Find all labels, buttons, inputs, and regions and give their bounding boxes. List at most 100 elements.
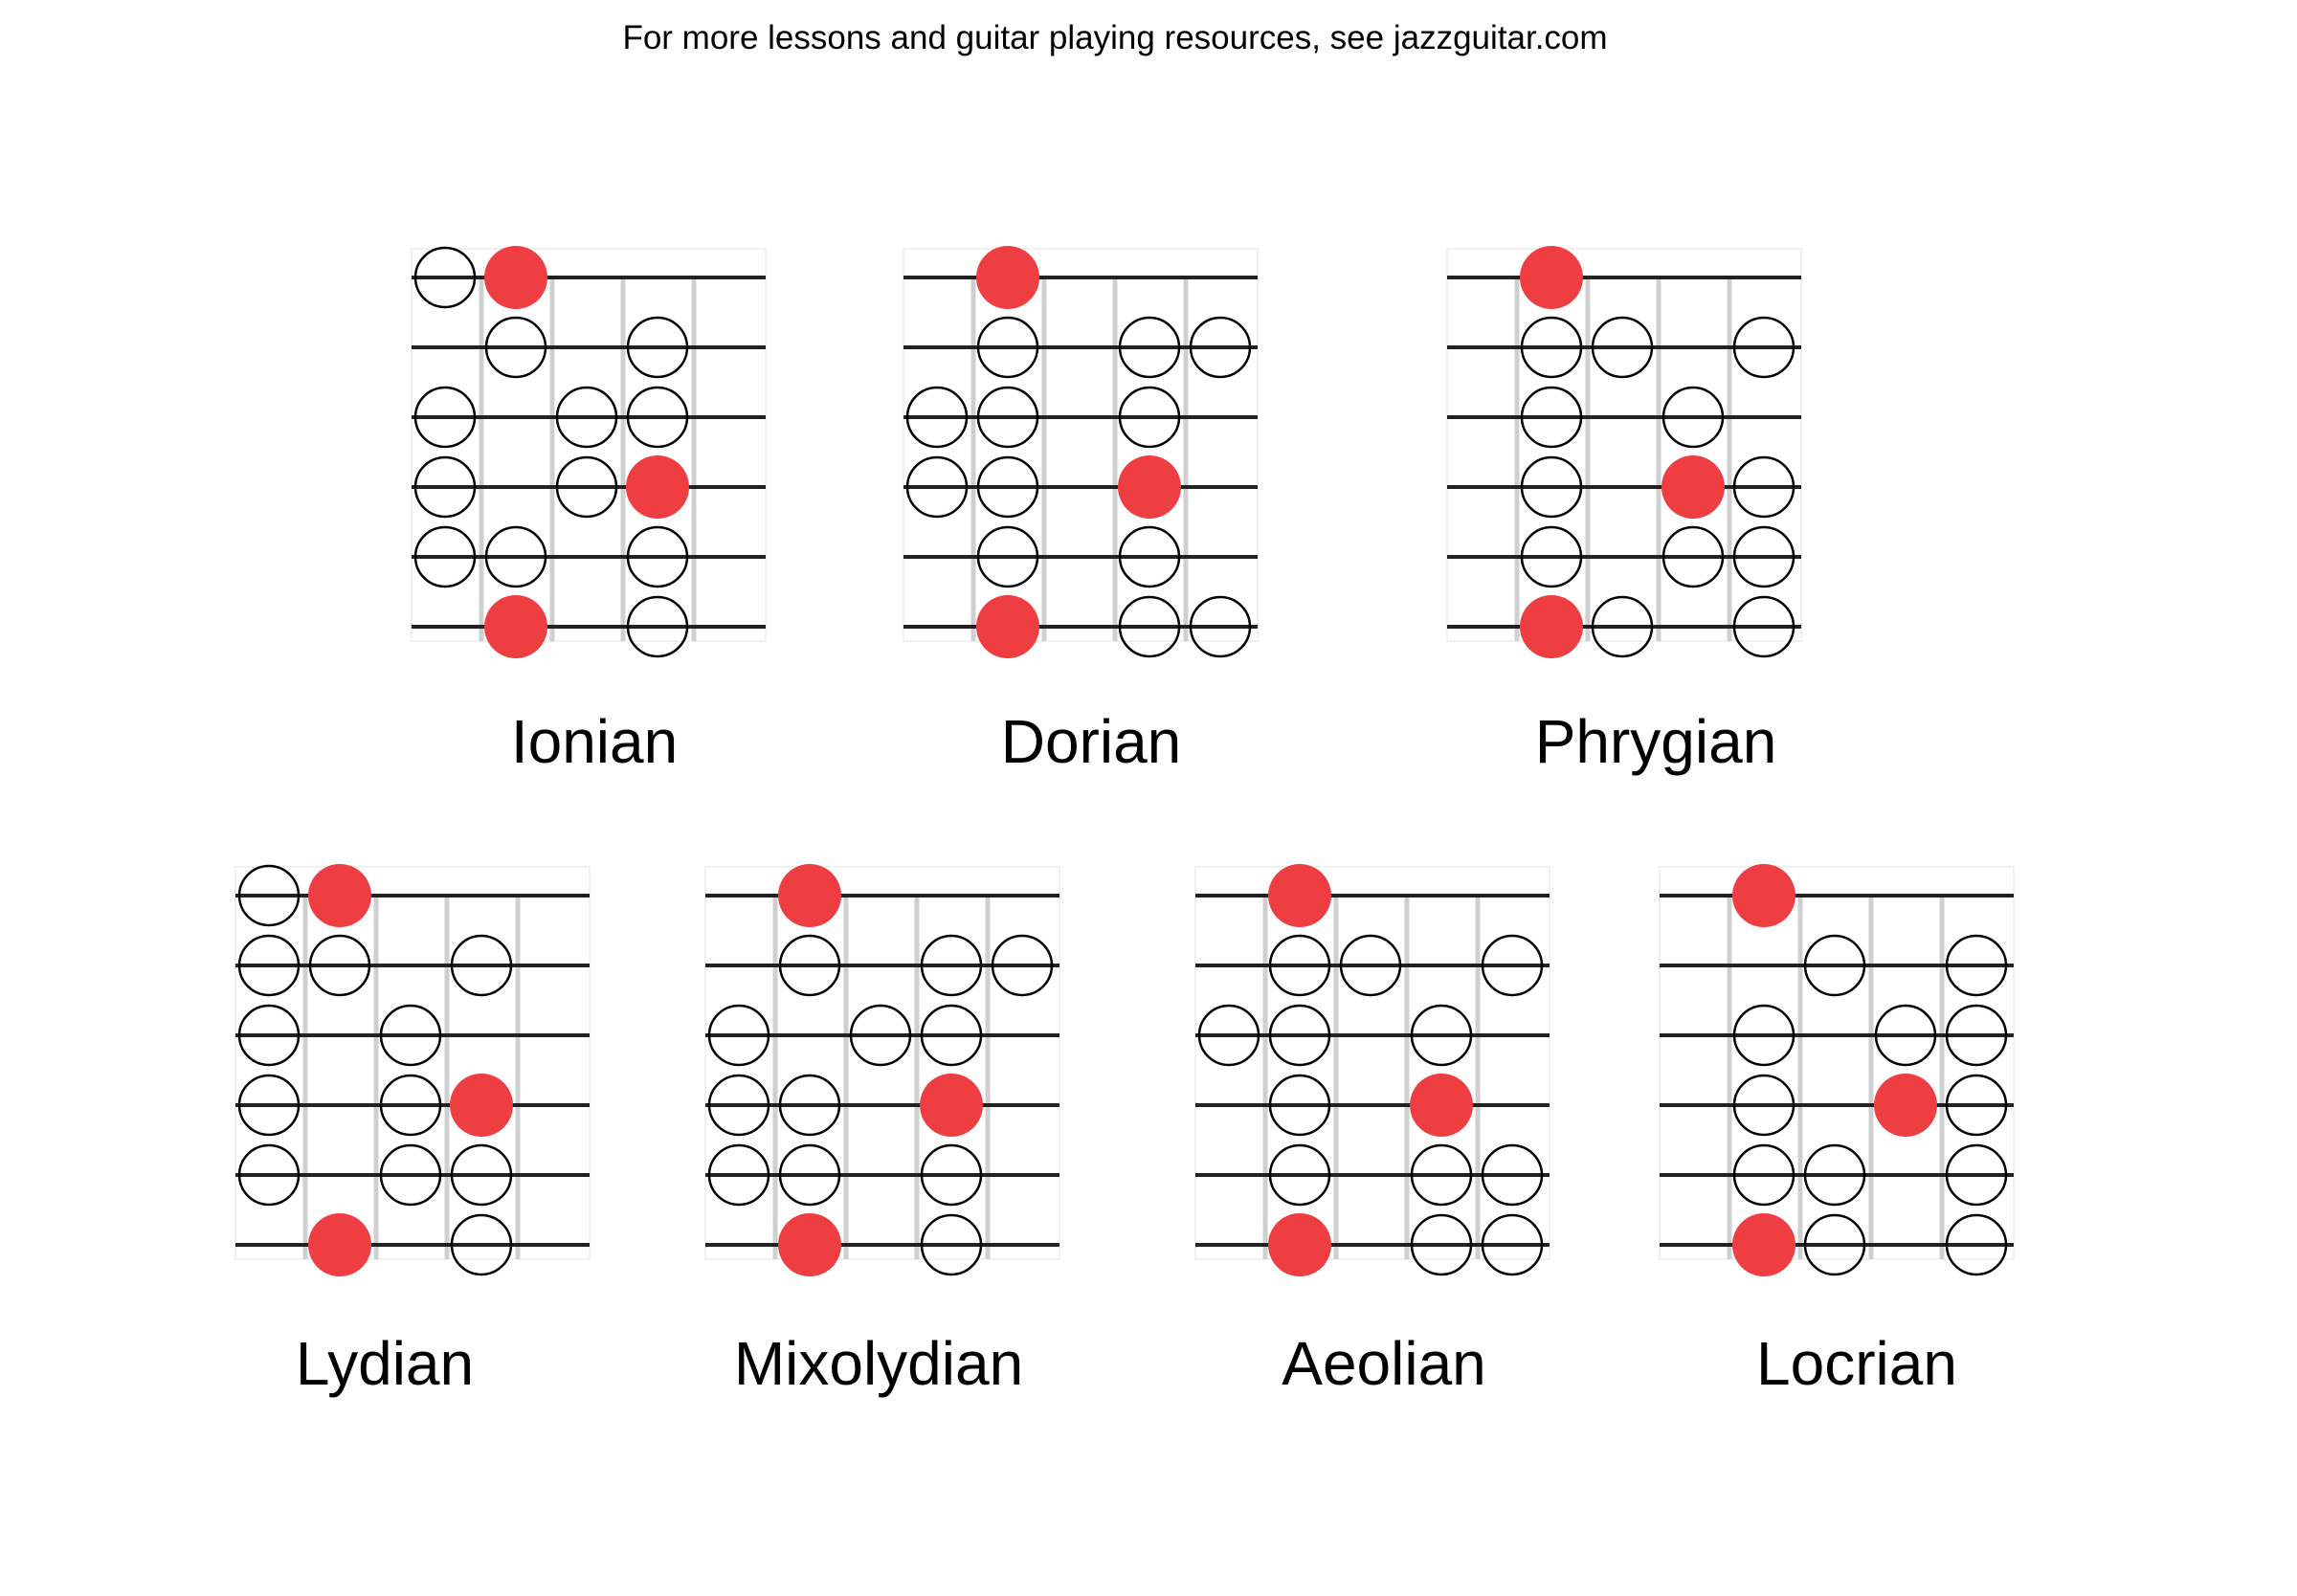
scale-note-marker	[1410, 1143, 1473, 1207]
root-note-marker	[308, 1213, 371, 1276]
scale-note-marker	[1945, 1074, 2008, 1137]
scale-note-marker	[1189, 316, 1252, 379]
fretboard-border	[704, 866, 1060, 1260]
scale-note-marker	[1118, 525, 1181, 588]
scale-note-marker	[1803, 934, 1866, 997]
scale-note-marker	[905, 455, 969, 519]
scale-note-marker	[1118, 386, 1181, 449]
scale-note-marker	[1661, 525, 1725, 588]
mode-label-aeolian: Aeolian	[1282, 1329, 1486, 1398]
scale-note-marker	[778, 1143, 841, 1207]
scale-note-marker	[778, 934, 841, 997]
scale-note-marker	[707, 1143, 770, 1207]
scale-note-marker	[379, 1143, 442, 1207]
scale-note-marker	[1268, 1074, 1331, 1137]
scale-note-marker	[237, 1143, 301, 1207]
scale-note-marker	[1732, 455, 1795, 519]
root-note-marker	[626, 455, 689, 519]
scale-note-marker	[413, 386, 477, 449]
root-note-marker	[1661, 455, 1725, 519]
scale-note-marker	[1732, 595, 1795, 658]
scale-note-marker	[450, 934, 513, 997]
root-note-marker	[1118, 455, 1181, 519]
scale-note-marker	[379, 1074, 442, 1137]
root-note-marker	[976, 595, 1039, 658]
scale-note-marker	[1481, 1213, 1544, 1276]
root-note-marker	[1520, 246, 1583, 309]
fretboard-border	[411, 248, 767, 642]
scale-note-marker	[237, 864, 301, 927]
scale-note-marker	[555, 455, 618, 519]
scale-note-marker	[1410, 1213, 1473, 1276]
scale-note-marker	[237, 1004, 301, 1067]
scale-note-marker	[1803, 1213, 1866, 1276]
scale-note-marker	[626, 386, 689, 449]
root-note-marker	[450, 1074, 513, 1137]
scale-note-marker	[1197, 1004, 1260, 1067]
scale-note-marker	[1189, 595, 1252, 658]
scale-note-marker	[1945, 1143, 2008, 1207]
scale-note-marker	[413, 455, 477, 519]
scale-note-marker	[1732, 316, 1795, 379]
scale-note-marker	[1732, 525, 1795, 588]
scale-note-marker	[1339, 934, 1402, 997]
scale-note-marker	[1945, 1004, 2008, 1067]
root-note-marker	[308, 864, 371, 927]
scale-note-marker	[1732, 1074, 1795, 1137]
scale-note-marker	[484, 316, 547, 379]
root-note-marker	[484, 246, 547, 309]
scale-note-marker	[308, 934, 371, 997]
scale-note-marker	[707, 1004, 770, 1067]
root-note-marker	[484, 595, 547, 658]
scale-note-marker	[1268, 934, 1331, 997]
scale-note-marker	[1520, 455, 1583, 519]
scale-note-marker	[920, 934, 983, 997]
scale-note-marker	[1410, 1004, 1473, 1067]
fretboard-phrygian	[1446, 246, 1802, 658]
mode-label-dorian: Dorian	[1000, 707, 1182, 776]
scale-note-marker	[1803, 1143, 1866, 1207]
mode-label-ionian: Ionian	[510, 707, 679, 776]
fretboard-aeolian	[1194, 864, 1550, 1276]
scale-note-marker	[1945, 1213, 2008, 1276]
fretboard-border	[903, 248, 1259, 642]
scale-note-marker	[778, 1074, 841, 1137]
scale-note-marker	[1481, 1143, 1544, 1207]
scale-note-marker	[1520, 525, 1583, 588]
scale-note-marker	[1661, 386, 1725, 449]
scale-note-marker	[920, 1143, 983, 1207]
scale-note-marker	[849, 1004, 912, 1067]
scale-note-marker	[484, 525, 547, 588]
scale-note-marker	[413, 246, 477, 309]
scale-note-marker	[976, 316, 1039, 379]
scale-note-marker	[1118, 316, 1181, 379]
scale-note-marker	[1520, 386, 1583, 449]
scale-note-marker	[920, 1004, 983, 1067]
root-note-marker	[976, 246, 1039, 309]
root-note-marker	[778, 864, 841, 927]
scale-note-marker	[1732, 1143, 1795, 1207]
scale-note-marker	[626, 525, 689, 588]
scale-note-marker	[1874, 1004, 1937, 1067]
header-text: For more lessons and guitar playing reso…	[622, 19, 1608, 56]
root-note-marker	[920, 1074, 983, 1137]
scale-note-marker	[1118, 595, 1181, 658]
root-note-marker	[1268, 1213, 1331, 1276]
scale-note-marker	[1732, 1004, 1795, 1067]
scale-note-marker	[1945, 934, 2008, 997]
scale-note-marker	[626, 316, 689, 379]
fretboard-lydian	[234, 864, 591, 1276]
root-note-marker	[1520, 595, 1583, 658]
scale-note-marker	[413, 525, 477, 588]
scale-note-marker	[379, 1004, 442, 1067]
scale-note-marker	[707, 1074, 770, 1137]
scale-note-marker	[976, 455, 1039, 519]
fretboard-locrian	[1659, 864, 2015, 1276]
root-note-marker	[1732, 864, 1795, 927]
scale-note-marker	[450, 1143, 513, 1207]
mode-label-mixolydian: Mixolydian	[733, 1329, 1024, 1398]
scale-note-marker	[1520, 316, 1583, 379]
root-note-marker	[1268, 864, 1331, 927]
scale-note-marker	[450, 1213, 513, 1276]
scale-note-marker	[1268, 1143, 1331, 1207]
